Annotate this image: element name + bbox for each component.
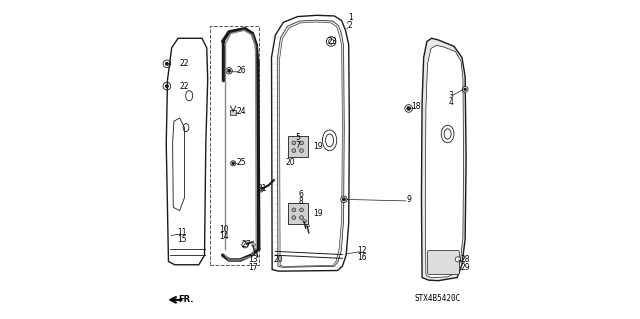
Text: 23: 23 [327,37,337,46]
Text: 14: 14 [220,232,229,241]
Text: 22: 22 [180,82,189,91]
Circle shape [292,208,296,212]
Circle shape [230,161,236,166]
Polygon shape [277,20,344,267]
Text: 4: 4 [449,98,453,107]
Circle shape [166,85,168,87]
Circle shape [326,37,336,46]
Text: 7: 7 [295,141,300,150]
Circle shape [292,149,296,152]
Polygon shape [280,22,342,266]
Text: 18: 18 [411,102,420,111]
Circle shape [300,208,303,212]
Text: 17: 17 [248,263,258,271]
Circle shape [242,241,248,248]
Text: 12: 12 [357,246,367,255]
Circle shape [300,149,303,152]
Circle shape [464,88,466,90]
Circle shape [340,196,347,203]
Text: 26: 26 [236,66,246,75]
Ellipse shape [306,225,310,227]
Circle shape [228,70,230,72]
Polygon shape [422,38,466,281]
Text: 28: 28 [460,256,470,264]
Text: STX4B5420C: STX4B5420C [415,294,461,303]
Text: 29: 29 [460,263,470,271]
FancyBboxPatch shape [230,110,236,115]
Text: 3: 3 [449,91,453,100]
Text: 15: 15 [177,235,187,244]
Text: 19: 19 [314,209,323,218]
Polygon shape [425,45,463,278]
Circle shape [300,216,303,219]
Text: 20: 20 [274,256,284,264]
Circle shape [342,198,345,201]
Text: 24: 24 [236,107,246,116]
Text: 10: 10 [220,225,229,234]
Text: 2: 2 [348,21,353,30]
Ellipse shape [255,249,259,251]
FancyBboxPatch shape [288,203,308,224]
Circle shape [405,105,413,112]
Text: 16: 16 [357,253,367,262]
Text: 22: 22 [180,59,189,68]
FancyBboxPatch shape [428,250,460,274]
Text: 5: 5 [295,133,300,142]
FancyBboxPatch shape [288,136,308,157]
Text: 13: 13 [248,256,258,264]
Ellipse shape [303,220,307,222]
Text: 19: 19 [314,142,323,151]
Text: 11: 11 [177,228,187,237]
Text: 27: 27 [241,240,251,249]
Text: 25: 25 [236,158,246,167]
Circle shape [407,107,410,110]
Circle shape [462,86,468,92]
Circle shape [292,216,296,219]
Circle shape [226,68,232,74]
Circle shape [292,141,296,145]
Circle shape [166,63,168,65]
Circle shape [300,141,303,145]
Text: 8: 8 [298,197,303,206]
Ellipse shape [252,244,255,246]
Circle shape [455,257,460,262]
Circle shape [258,187,263,192]
Text: 9: 9 [406,195,411,204]
Text: 1: 1 [348,13,353,22]
Text: FR.: FR. [178,295,193,304]
Text: 20: 20 [286,158,296,167]
Text: 6: 6 [298,190,303,199]
Circle shape [232,162,234,164]
Text: 21: 21 [258,184,268,193]
